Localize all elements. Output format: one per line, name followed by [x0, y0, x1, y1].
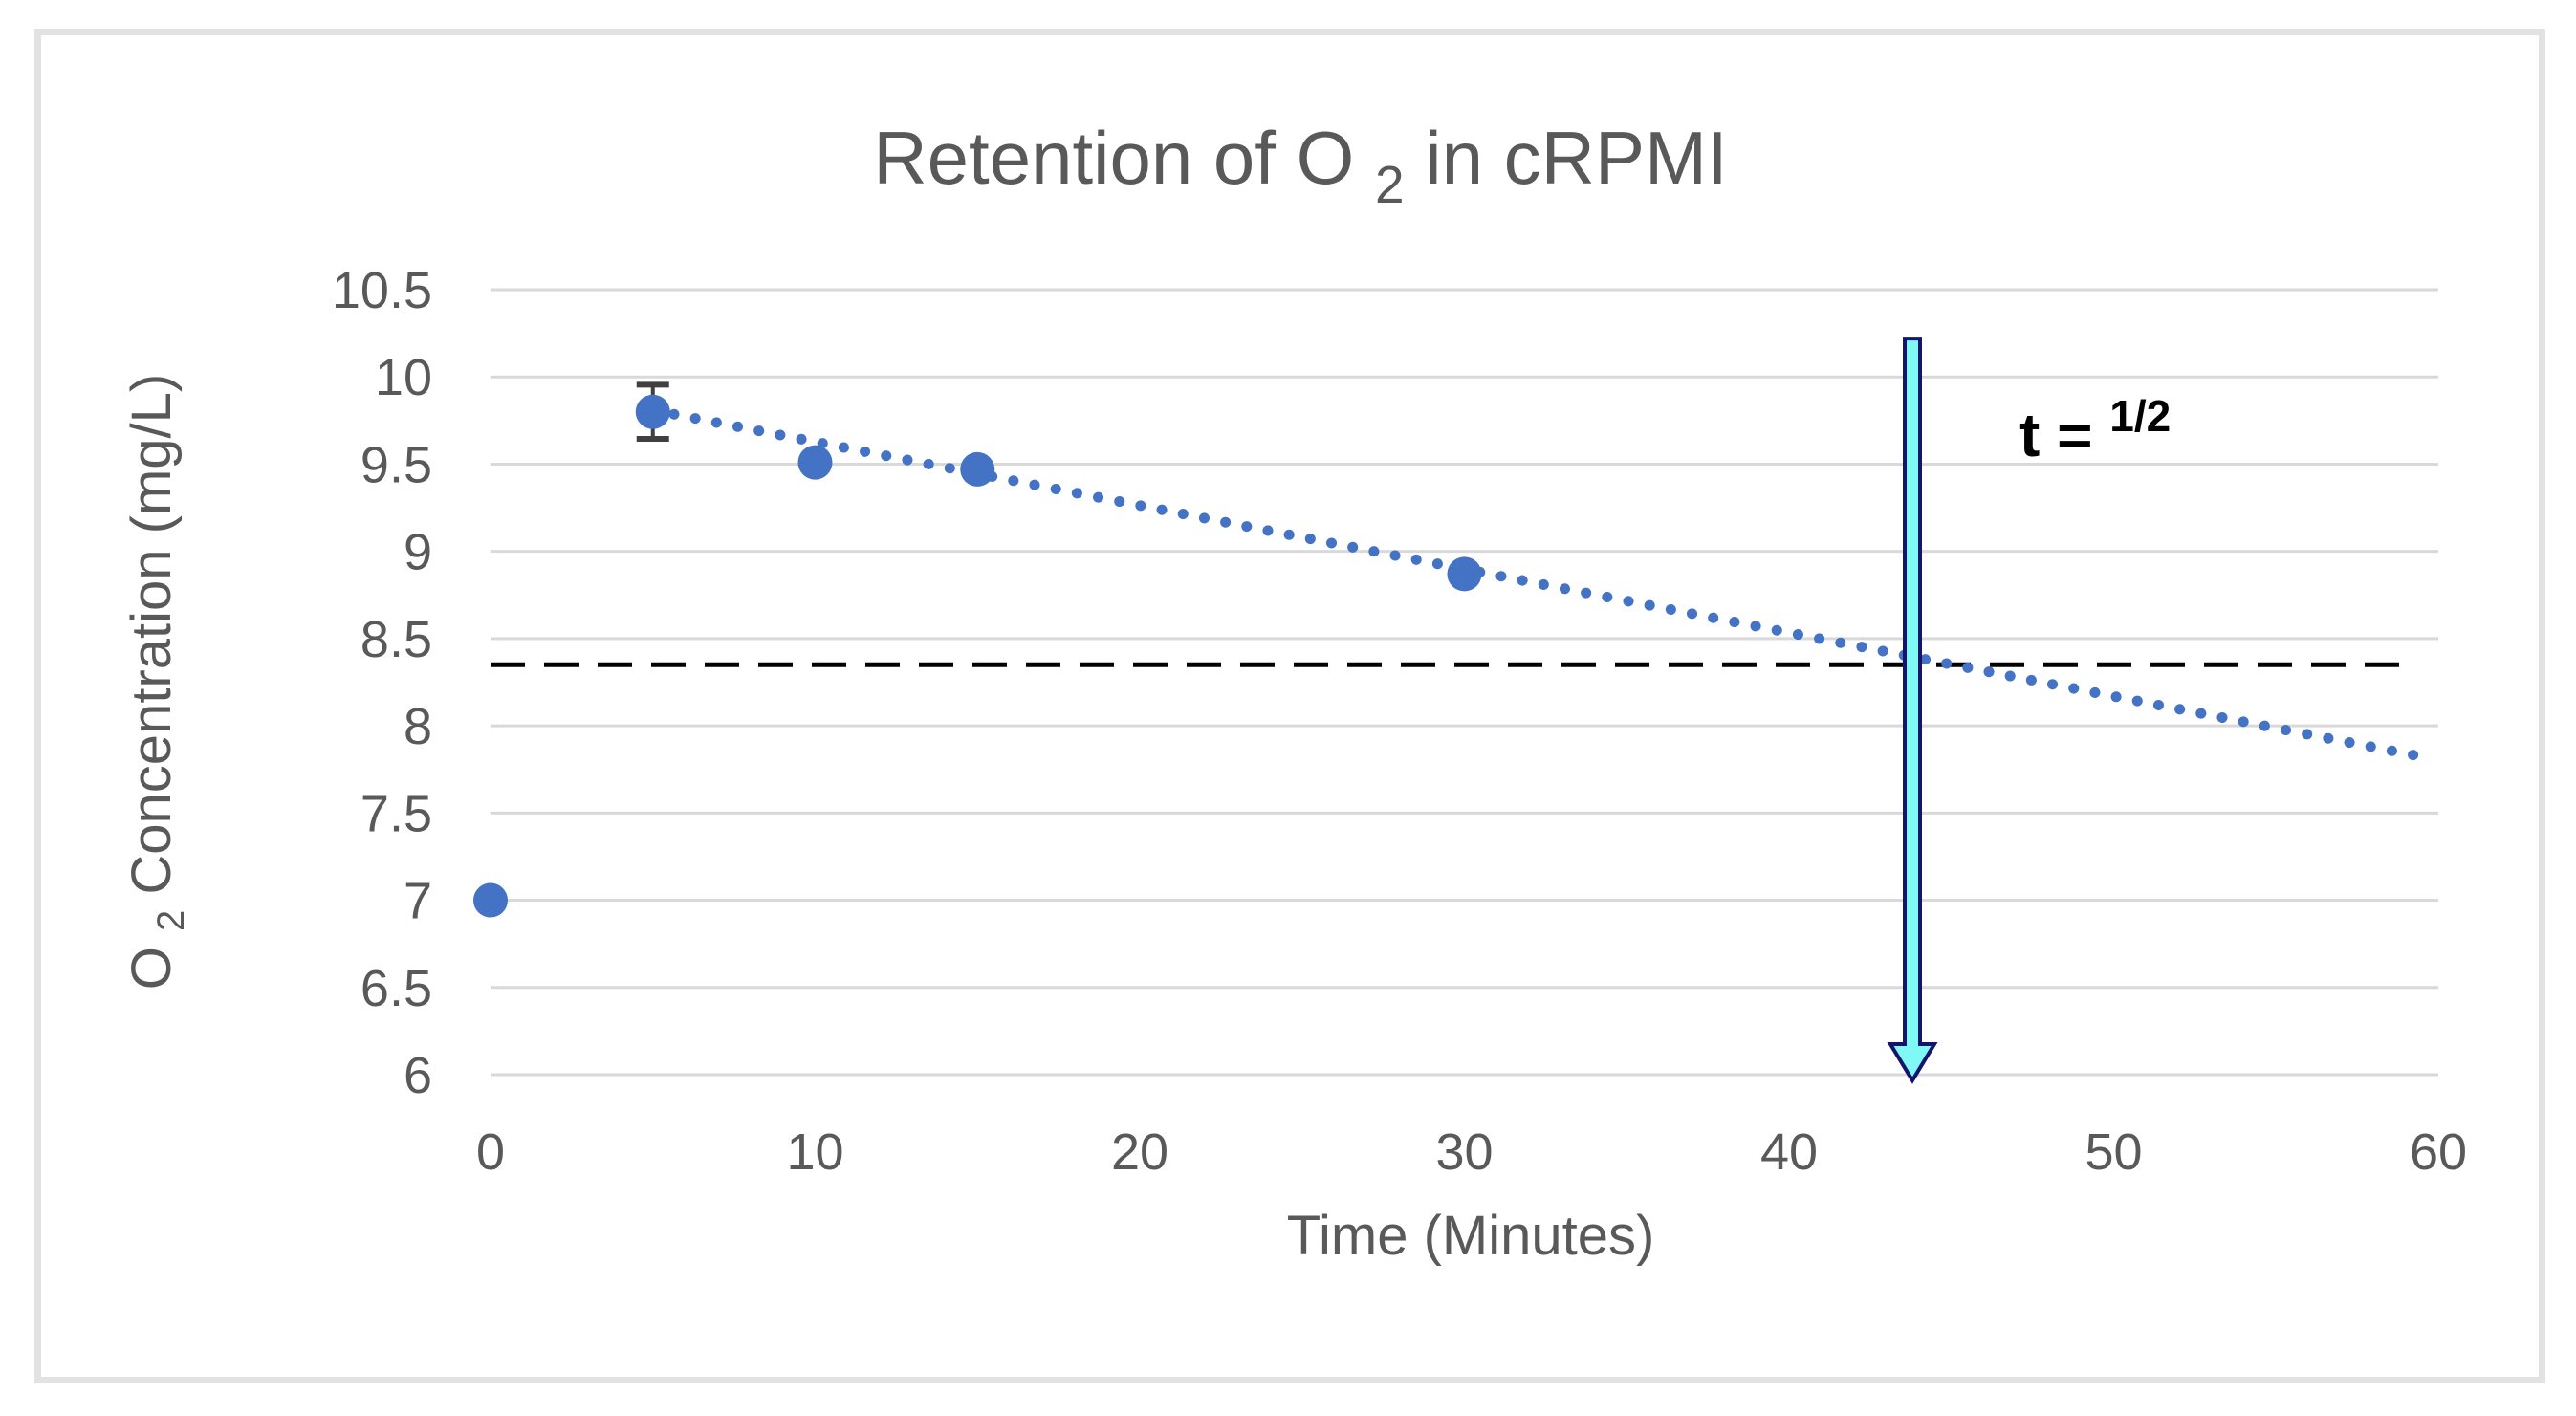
down-arrow — [1887, 337, 1938, 1084]
y-tick-label: 9.5 — [360, 436, 432, 493]
y-tick-label: 10 — [375, 349, 432, 406]
x-tick-label: 40 — [1760, 1123, 1818, 1181]
x-tick-label: 0 — [476, 1123, 505, 1181]
data-point — [960, 451, 995, 487]
chart-title-post: in cRPMI — [1425, 116, 1727, 200]
data-point — [635, 394, 670, 429]
half-life-arrow — [1887, 337, 1938, 1084]
chart-title-subscript: 2 — [1375, 155, 1405, 214]
half-life-label-pre: t = — [2019, 401, 2109, 469]
data-point — [473, 882, 508, 918]
half-life-label-sup: 1/2 — [2109, 391, 2171, 441]
chart-title-pre: Retention of O — [873, 116, 1354, 200]
y-tick-label: 8 — [404, 698, 432, 755]
half-life-label: t = 1/2 — [2019, 391, 2171, 469]
data-point — [1447, 556, 1482, 592]
gridlines — [491, 288, 2438, 1077]
x-axis-title: Time (Minutes) — [1287, 1205, 1655, 1267]
y-tick-label: 8.5 — [360, 611, 432, 668]
data-point — [797, 445, 833, 480]
y-axis-title-subscript: 2 — [150, 910, 192, 931]
figure-frame — [34, 29, 2545, 1383]
x-tick-label: 20 — [1111, 1123, 1168, 1181]
x-tick-label: 10 — [786, 1123, 843, 1181]
x-tick-labels: 0 10 20 30 40 50 60 — [476, 1123, 2467, 1181]
x-tick-label: 30 — [1435, 1123, 1493, 1181]
y-tick-label: 7 — [404, 873, 432, 930]
y-tick-label: 9 — [404, 524, 432, 581]
chart-title: Retention of O 2 in cRPMI — [873, 116, 1727, 219]
y-axis-title-pre: O — [120, 947, 183, 990]
y-tick-labels: 10.5 10 9.5 9 8.5 8 7.5 7 6.5 6 — [332, 262, 432, 1104]
y-tick-label: 10.5 — [332, 262, 432, 319]
y-tick-label: 7.5 — [360, 785, 432, 842]
trendline-dotted — [647, 404, 2421, 761]
data-points — [473, 381, 1482, 918]
dotted-trendline — [647, 404, 2421, 761]
y-axis-title: O 2 Concentration (mg/L) — [120, 374, 196, 990]
y-axis-title-post: Concentration (mg/L) — [120, 374, 183, 895]
x-tick-label: 60 — [2410, 1123, 2467, 1181]
y-tick-label: 6 — [404, 1047, 432, 1104]
x-tick-label: 50 — [2085, 1123, 2142, 1181]
y-tick-label: 6.5 — [360, 960, 432, 1017]
